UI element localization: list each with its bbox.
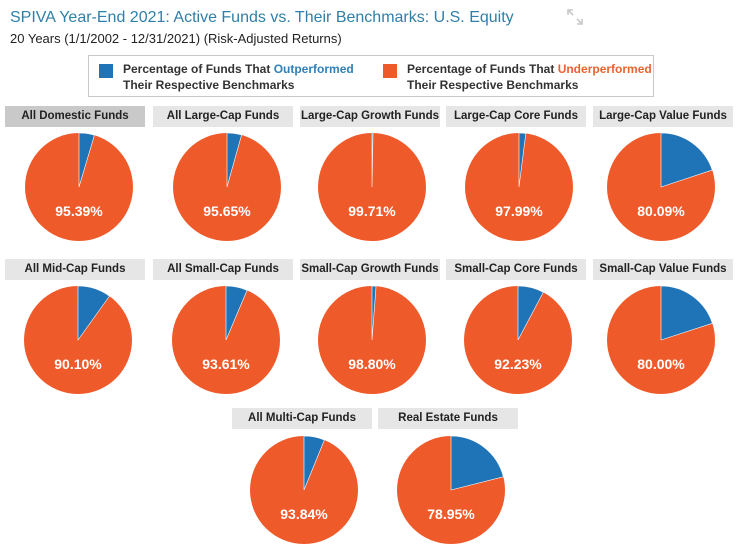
legend: Percentage of Funds That Outperformed Th… [88, 55, 654, 97]
tab-large-cap-value-funds[interactable]: Large-Cap Value Funds [593, 106, 733, 127]
slice-outperformed[interactable] [371, 132, 374, 188]
tab-small-cap-core-funds[interactable]: Small-Cap Core Funds [446, 259, 586, 280]
tab-all-domestic-funds[interactable]: All Domestic Funds [5, 106, 145, 127]
pct-label: 95.39% [55, 203, 103, 219]
pct-label: 99.71% [348, 203, 396, 219]
pct-label: 95.65% [203, 203, 251, 219]
legend-swatch-outperformed [99, 64, 113, 78]
chart-subtitle: 20 Years (1/1/2002 - 12/31/2021) (Risk-A… [10, 31, 342, 46]
expand-icon[interactable] [566, 8, 584, 26]
legend-outperformed-line2: Their Respective Benchmarks [123, 78, 295, 92]
pie-large-cap-growth-funds: 99.71% [318, 132, 426, 241]
tab-large-cap-core-funds[interactable]: Large-Cap Core Funds [446, 106, 586, 127]
chart-title: SPIVA Year-End 2021: Active Funds vs. Th… [10, 9, 514, 26]
tab-small-cap-value-funds[interactable]: Small-Cap Value Funds [593, 259, 733, 280]
tab-small-cap-growth-funds[interactable]: Small-Cap Growth Funds [300, 259, 440, 280]
legend-swatch-underperformed [383, 64, 397, 78]
tab-all-large-cap-funds[interactable]: All Large-Cap Funds [153, 106, 293, 127]
pct-label: 93.61% [202, 356, 250, 372]
pct-label: 80.09% [637, 203, 685, 219]
tab-large-cap-growth-funds[interactable]: Large-Cap Growth Funds [300, 106, 440, 127]
pie-real-estate-funds: 78.95% [397, 435, 505, 544]
pie-all-large-cap-funds: 95.65% [173, 132, 281, 241]
pie-all-mid-cap-funds: 90.10% [24, 285, 132, 394]
pie-large-cap-value-funds: 80.09% [607, 132, 715, 241]
slice-outperformed[interactable] [518, 132, 527, 188]
tab-all-small-cap-funds[interactable]: All Small-Cap Funds [153, 259, 293, 280]
pie-small-cap-growth-funds: 98.80% [318, 285, 426, 394]
legend-item-underperformed[interactable]: Percentage of Funds That Underperformed … [407, 61, 652, 93]
slice-outperformed[interactable] [303, 435, 325, 491]
tab-all-mid-cap-funds[interactable]: All Mid-Cap Funds [5, 259, 145, 280]
legend-underperformed-highlight: Underperformed [557, 62, 652, 76]
pct-label: 93.84% [280, 506, 328, 522]
pct-label: 78.95% [427, 506, 475, 522]
tab-real-estate-funds[interactable]: Real Estate Funds [378, 408, 518, 429]
pct-label: 92.23% [494, 356, 542, 372]
tab-all-multi-cap-funds[interactable]: All Multi-Cap Funds [232, 408, 372, 429]
pie-all-multi-cap-funds: 93.84% [250, 435, 358, 544]
pie-small-cap-value-funds: 80.00% [607, 285, 715, 394]
slice-outperformed[interactable] [660, 132, 713, 188]
legend-item-outperformed[interactable]: Percentage of Funds That Outperformed Th… [123, 61, 354, 93]
pct-label: 80.00% [637, 356, 685, 372]
slice-outperformed[interactable] [450, 435, 504, 491]
pie-small-cap-core-funds: 92.23% [464, 285, 572, 394]
slice-outperformed[interactable] [517, 285, 544, 341]
pie-all-small-cap-funds: 93.61% [172, 285, 280, 394]
slice-outperformed[interactable] [226, 132, 242, 188]
slice-outperformed[interactable] [78, 132, 95, 188]
slice-outperformed[interactable] [660, 285, 713, 341]
pie-all-domestic-funds: 95.39% [25, 132, 133, 241]
legend-underperformed-prefix: Percentage of Funds That [407, 62, 558, 76]
legend-underperformed-line2: Their Respective Benchmarks [407, 78, 579, 92]
pct-label: 97.99% [495, 203, 543, 219]
slice-outperformed[interactable] [371, 285, 377, 341]
pie-large-cap-core-funds: 97.99% [465, 132, 573, 241]
slice-outperformed[interactable] [225, 285, 248, 341]
legend-outperformed-prefix: Percentage of Funds That [123, 62, 274, 76]
pct-label: 90.10% [54, 356, 102, 372]
legend-outperformed-highlight: Outperformed [273, 62, 354, 76]
pct-label: 98.80% [348, 356, 396, 372]
slice-outperformed[interactable] [77, 285, 110, 341]
